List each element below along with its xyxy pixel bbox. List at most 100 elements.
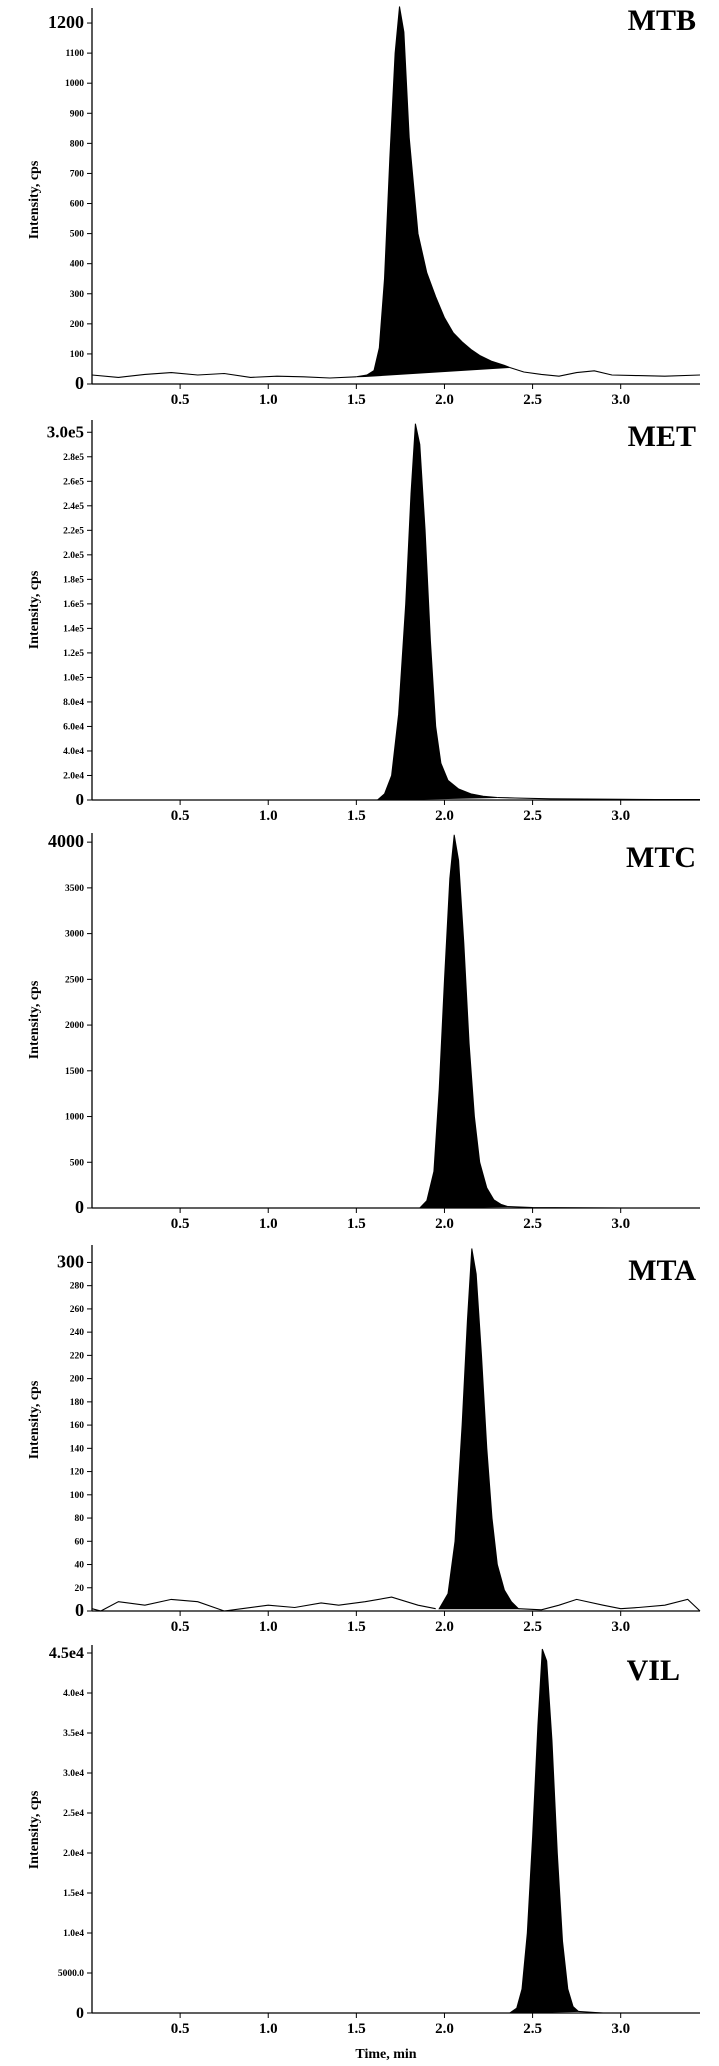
y-tick-label: 180 xyxy=(70,1398,85,1408)
y-tick-label: 5000.0 xyxy=(58,1969,84,1979)
x-tick-label: 2.5 xyxy=(523,2021,542,2037)
x-tick-label: 0.5 xyxy=(171,1619,190,1635)
x-tick-label: 2.5 xyxy=(523,392,542,408)
y-tick-label: 0 xyxy=(75,1600,84,1620)
y-axis-label: Intensity, cps xyxy=(27,160,42,239)
baseline-trace xyxy=(91,1596,436,1612)
x-tick-label: 1.0 xyxy=(259,2021,278,2037)
y-tick-label: 40 xyxy=(75,1561,85,1571)
y-tick-label: 200 xyxy=(70,320,85,330)
y-tick-label: 500 xyxy=(70,230,85,240)
x-tick-label: 1.5 xyxy=(347,1216,366,1232)
y-tick-label: 2.0e4 xyxy=(63,1849,84,1859)
x-tick-label: 0.5 xyxy=(171,1216,190,1232)
integrated-peak-area xyxy=(356,6,510,378)
y-tick-label: 260 xyxy=(70,1305,85,1315)
y-axis-label: Intensity, cps xyxy=(27,570,42,649)
y-tick-label: 60 xyxy=(75,1537,85,1547)
y-tick-label: 120 xyxy=(70,1468,85,1478)
y-tick-label: 500 xyxy=(70,1158,85,1168)
y-tick-label: 2000 xyxy=(65,1021,84,1031)
tail-trace xyxy=(497,796,701,801)
x-tick-label: 3.0 xyxy=(611,392,630,408)
y-tick-label: 0 xyxy=(75,373,84,393)
y-tick-label: 1000 xyxy=(65,79,84,89)
y-tick-label: 0 xyxy=(76,790,85,809)
y-tick-label: 1500 xyxy=(65,1067,84,1077)
chart-panel-mtc: 0 500 1000 1500 2000 2500 3000 3500 4000 0.5 1.0 1.… xyxy=(27,831,700,1232)
x-tick-label: 1.0 xyxy=(259,392,278,408)
x-tick-label: 3.0 xyxy=(611,1619,630,1635)
x-tick-label: 2.0 xyxy=(435,808,454,824)
x-tick-label: 0.5 xyxy=(171,392,190,408)
y-tick-label: 2.0e5 xyxy=(63,551,84,561)
chart-panel-mta: 0 20 40 60 80 100 120 140 160 180 200 220 240 260 280 3… xyxy=(27,1245,701,1635)
x-tick-label: 1.0 xyxy=(259,1619,278,1635)
y-axis-label: Intensity, cps xyxy=(27,1790,42,1869)
x-tick-label: 3.0 xyxy=(611,808,630,824)
y-tick-label: 3000 xyxy=(65,930,84,940)
tail-trace xyxy=(507,1206,700,1209)
x-tick-label: 1.5 xyxy=(347,808,366,824)
y-tick-label: 300 xyxy=(57,1251,84,1271)
panel-title: MET xyxy=(628,420,696,453)
x-tick-label: 2.5 xyxy=(523,1216,542,1232)
y-tick-label: 8.0e4 xyxy=(63,698,84,708)
x-tick-label: 1.0 xyxy=(259,1216,278,1232)
y-tick-label: 160 xyxy=(70,1421,85,1431)
y-tick-label: 1.5e4 xyxy=(63,1889,84,1899)
y-tick-label: 200 xyxy=(70,1375,85,1385)
chart-panel-met: 0 2.0e4 4.0e4 6.0e4 8.0e4 1.0e5 1.2e5 1.4e5 1.6e… xyxy=(27,420,701,824)
y-tick-label: 1.0e4 xyxy=(63,1929,84,1939)
y-tick-label: 1100 xyxy=(66,49,85,59)
x-tick-label: 0.5 xyxy=(171,808,190,824)
y-tick-label: 100 xyxy=(70,350,85,360)
y-tick-label: 280 xyxy=(70,1282,85,1292)
y-tick-label: 240 xyxy=(70,1328,85,1338)
y-tick-label: 20 xyxy=(75,1584,85,1594)
x-tick-label: 1.0 xyxy=(259,808,278,824)
y-axis-label: Intensity, cps xyxy=(27,1380,42,1459)
y-tick-label: 4.0e4 xyxy=(63,747,84,757)
y-tick-label: 1.6e5 xyxy=(63,600,84,610)
x-tick-label: 3.0 xyxy=(611,2021,630,2037)
y-tick-label: 100 xyxy=(70,1491,85,1501)
baseline-trace xyxy=(91,372,357,379)
y-tick-label: 600 xyxy=(70,200,85,210)
y-tick-label: 220 xyxy=(70,1351,85,1361)
x-tick-label: 3.0 xyxy=(611,1216,630,1232)
x-tick-label: 2.0 xyxy=(435,392,454,408)
y-tick-label: 1.4e5 xyxy=(63,624,84,634)
x-axis-label: Time, min xyxy=(355,2047,416,2062)
panel-title: MTA xyxy=(628,1254,696,1287)
y-tick-label: 2.0e4 xyxy=(63,771,84,781)
y-tick-label: 1000 xyxy=(65,1113,84,1123)
y-tick-label: 4000 xyxy=(48,831,84,851)
x-tick-label: 2.5 xyxy=(523,808,542,824)
y-tick-label: 3500 xyxy=(65,884,84,894)
y-tick-label: 1200 xyxy=(48,12,84,32)
tail-trace xyxy=(518,1598,701,1612)
x-tick-label: 1.5 xyxy=(347,392,366,408)
y-tick-label: 4.5e4 xyxy=(49,1645,84,1662)
y-tick-label: 700 xyxy=(70,169,85,179)
y-tick-label: 3.0e4 xyxy=(63,1769,84,1779)
x-tick-label: 2.5 xyxy=(523,1619,542,1635)
integrated-peak-area xyxy=(438,1248,520,1610)
y-axis-label: Intensity, cps xyxy=(27,980,42,1059)
y-tick-label: 0 xyxy=(76,2005,84,2022)
y-tick-label: 1.8e5 xyxy=(63,575,84,585)
y-tick-label: 2.5e4 xyxy=(63,1809,84,1819)
y-tick-label: 800 xyxy=(70,139,85,149)
x-tick-label: 2.0 xyxy=(435,1619,454,1635)
panel-title: VIL xyxy=(627,1654,680,1687)
y-tick-label: 400 xyxy=(70,260,85,270)
y-tick-label: 0 xyxy=(75,1197,84,1217)
integrated-peak-area xyxy=(508,1648,580,2014)
x-tick-label: 1.5 xyxy=(347,1619,366,1635)
x-tick-label: 0.5 xyxy=(171,2021,190,2037)
y-tick-label: 1.2e5 xyxy=(63,649,84,659)
chart-panel-vil: 0 5000.0 1.0e4 1.5e4 2.0e4 2.5e4 3.0e4 3.5e4 4.0… xyxy=(27,1645,700,2062)
x-tick-label: 2.0 xyxy=(435,1216,454,1232)
